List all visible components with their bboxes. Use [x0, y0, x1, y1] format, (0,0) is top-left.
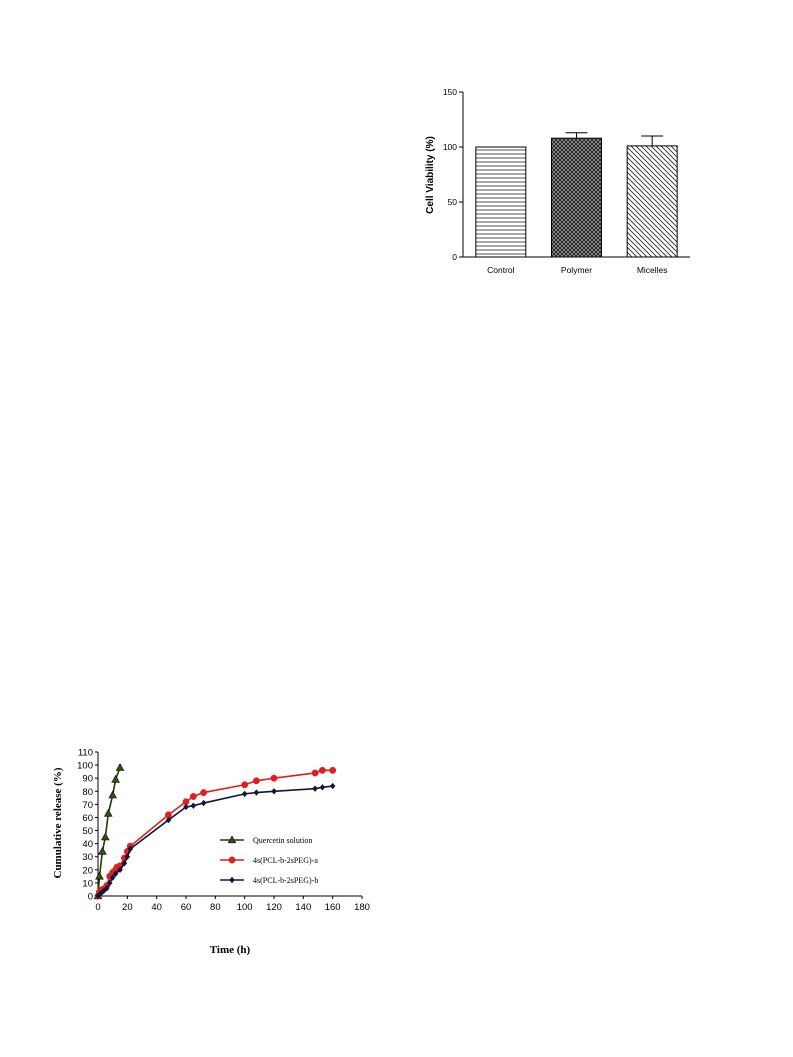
cell-viability-bar-chart: Cell Viability (%) 0 50 100 150 Control Poly…	[425, 87, 690, 275]
release-axes	[97, 752, 362, 897]
bar-category-label: Micelles	[637, 265, 668, 275]
release-y-tick-label: 80	[82, 787, 93, 798]
bar-category-labels: Control Polymer Micelles	[487, 265, 667, 275]
bar-polymer	[551, 137, 602, 258]
bar-y-ticks: 0 50 100 150	[443, 87, 463, 262]
release-x-tick-label: 120	[266, 902, 282, 913]
release-y-tick-label: 10	[82, 878, 93, 889]
data-point	[108, 790, 117, 799]
data-point	[329, 766, 337, 774]
data-point	[312, 785, 318, 792]
data-point	[270, 774, 278, 782]
release-y-tick-label: 0	[88, 892, 93, 903]
release-x-tick-label: 160	[325, 902, 341, 913]
data-point	[115, 763, 125, 771]
data-point	[95, 892, 101, 900]
release-y-tick-label: 100	[77, 761, 93, 772]
bar-control	[475, 146, 527, 258]
bar-y-tick-label: 0	[452, 252, 457, 262]
bar-micelles	[626, 145, 678, 258]
release-series	[93, 763, 337, 900]
data-point	[109, 874, 116, 881]
bar-y-tick-label: 100	[443, 142, 457, 152]
release-y-axis-label: Cumulative release (%)	[52, 767, 64, 878]
release-x-tick-label: 180	[354, 902, 370, 913]
release-x-tick-label: 100	[237, 902, 253, 913]
series-1	[93, 763, 125, 900]
data-point	[190, 802, 197, 809]
legend-label: 4s(PCL-b-2sPEG)-a	[253, 856, 318, 865]
release-x-tick-label: 140	[295, 902, 311, 913]
release-y-tick-label: 70	[82, 800, 93, 811]
data-point	[98, 846, 107, 855]
data-point	[101, 832, 110, 841]
release-y-tick-label: 60	[82, 813, 93, 824]
release-y-tick-label: 40	[82, 839, 93, 850]
data-point	[252, 777, 260, 785]
release-x-tick-label: 40	[151, 902, 162, 913]
legend-marker	[228, 856, 236, 864]
legend-label: Quercetin solution	[253, 836, 312, 845]
data-point	[329, 782, 336, 790]
data-point	[200, 789, 208, 797]
bar-y-tick-label: 150	[443, 87, 457, 97]
data-point	[95, 871, 104, 880]
release-x-tick-label: 0	[95, 902, 100, 913]
data-point	[183, 803, 189, 811]
data-point	[200, 799, 207, 807]
release-x-tick-label: 20	[122, 902, 133, 913]
data-point	[98, 890, 104, 897]
release-x-tick-label: 60	[181, 902, 192, 913]
bar-y-axis-label: Cell Viability (%)	[425, 136, 436, 214]
bar-marks	[475, 132, 678, 258]
data-point	[111, 774, 120, 783]
cumulative-release-line-chart: Cumulative release (%) Time (h) 0 10 20 30 4…	[52, 748, 370, 957]
release-y-tick-label: 90	[82, 774, 93, 785]
release-legend: Quercetin solution 4s(PCL-b-2sPEG)-a 4s(PC…	[220, 835, 318, 885]
release-y-tick-label: 20	[82, 865, 93, 876]
data-point	[189, 793, 197, 800]
release-x-axis-label: Time (h)	[210, 944, 251, 956]
bar-category-label: Control	[487, 265, 515, 275]
data-point	[253, 789, 260, 796]
data-point	[311, 769, 319, 777]
data-point	[271, 788, 277, 795]
data-point	[241, 781, 249, 789]
data-point	[319, 784, 326, 791]
release-y-tick-label: 50	[82, 826, 93, 837]
bar-y-tick-label: 50	[448, 197, 458, 207]
release-y-ticks: 0 10 20 30 40 50 60 70 80 90 100 110	[77, 748, 98, 903]
release-y-tick-label: 110	[78, 748, 93, 759]
data-point	[103, 808, 113, 817]
legend-marker	[227, 835, 237, 844]
legend-marker	[229, 876, 235, 884]
release-y-tick-label: 30	[82, 852, 93, 863]
release-x-ticks: 0 20 40 60 80 100 120 140 160 180	[95, 896, 370, 913]
legend-label: 4s(PCL-b-2sPEG)-b	[253, 876, 318, 885]
bar-category-label: Polymer	[561, 265, 592, 275]
release-x-tick-label: 80	[210, 902, 221, 913]
data-point	[241, 790, 248, 798]
data-point	[318, 766, 326, 774]
